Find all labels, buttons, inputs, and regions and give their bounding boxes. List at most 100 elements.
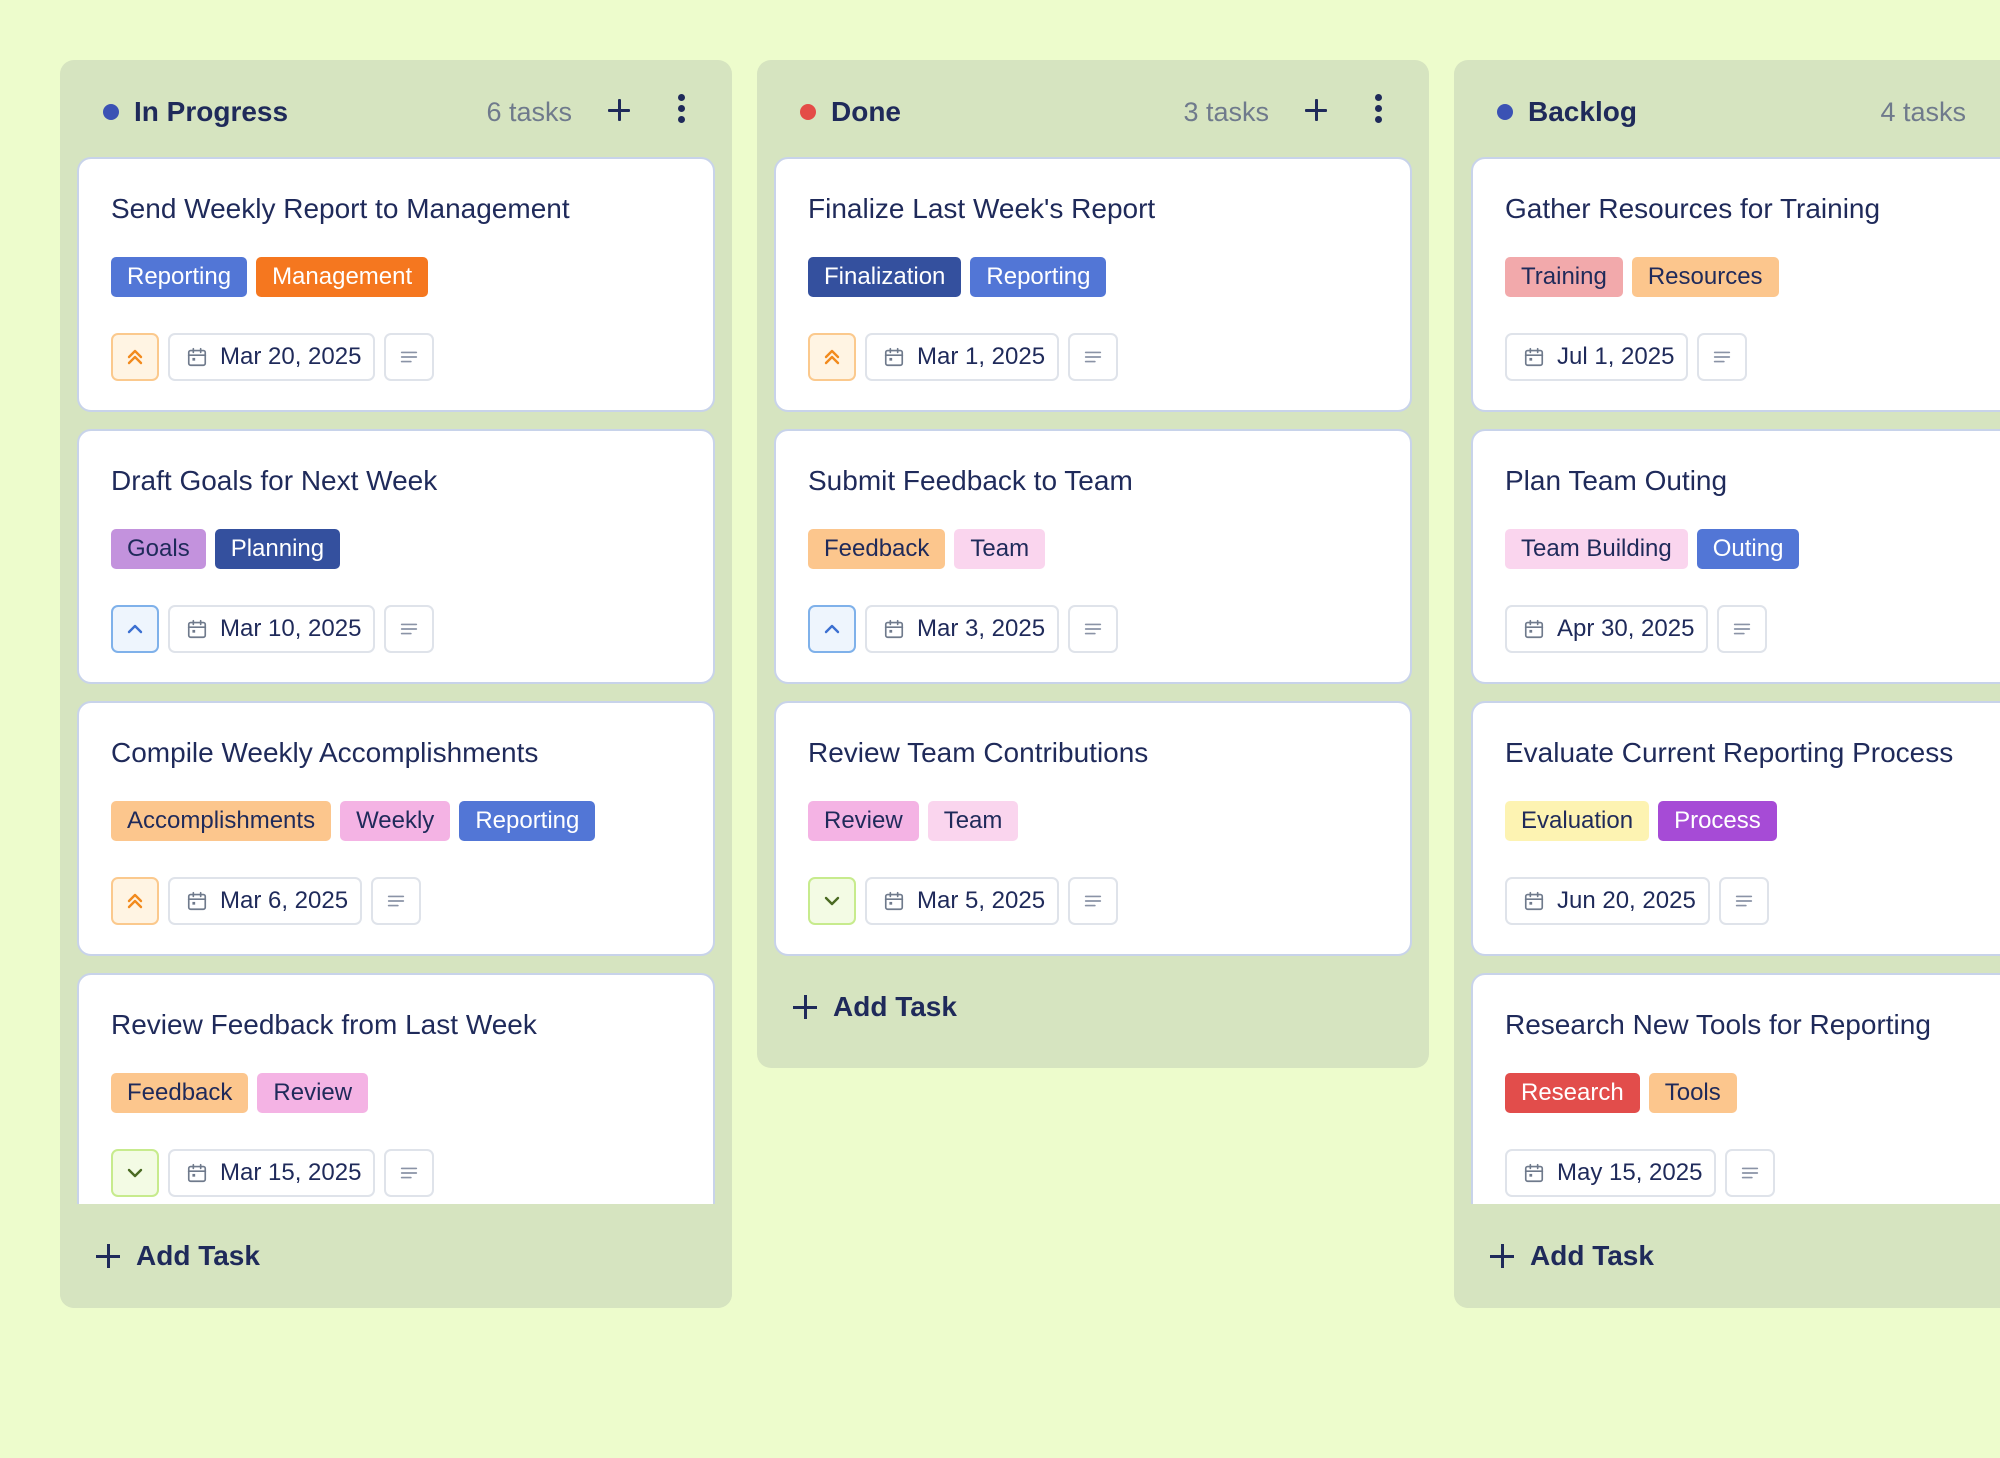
description-icon[interactable] bbox=[1068, 877, 1119, 925]
calendar-icon bbox=[883, 346, 905, 368]
description-icon[interactable] bbox=[1068, 333, 1119, 381]
task-card[interactable]: Plan Team Outing Team Building Outing Apr 3… bbox=[1471, 429, 2000, 684]
task-card[interactable]: Compile Weekly Accomplishments Accomplish… bbox=[77, 701, 715, 956]
due-date-text: Apr 30, 2025 bbox=[1557, 615, 1695, 642]
description-icon[interactable] bbox=[384, 605, 435, 653]
description-icon[interactable] bbox=[384, 1149, 435, 1197]
priority-high-icon[interactable] bbox=[808, 605, 856, 653]
task-card[interactable]: Submit Feedback to Team Feedback Team Mar 3… bbox=[774, 429, 1412, 684]
card-meta: Jul 1, 2025 bbox=[1505, 333, 1748, 381]
tag: Planning bbox=[214, 529, 341, 569]
tag-list: Review Team bbox=[808, 801, 1019, 841]
due-date[interactable]: Apr 30, 2025 bbox=[1505, 605, 1709, 653]
card-meta: Mar 15, 2025 bbox=[111, 1149, 435, 1197]
add-task-button[interactable]: Add Task bbox=[1490, 1231, 1654, 1281]
task-title: Draft Goals for Next Week bbox=[111, 465, 438, 496]
due-date[interactable]: Mar 5, 2025 bbox=[865, 877, 1060, 925]
due-date-text: May 15, 2025 bbox=[1557, 1159, 1703, 1186]
status-dot bbox=[800, 104, 816, 120]
add-icon[interactable] bbox=[598, 88, 638, 132]
calendar-icon bbox=[186, 618, 208, 640]
description-icon[interactable] bbox=[1068, 605, 1119, 653]
priority-urgent-icon[interactable] bbox=[111, 333, 159, 381]
tag: Team bbox=[954, 529, 1046, 569]
due-date[interactable]: Jun 20, 2025 bbox=[1505, 877, 1710, 925]
due-date[interactable]: Mar 1, 2025 bbox=[865, 333, 1060, 381]
card-meta: Mar 6, 2025 bbox=[111, 877, 422, 925]
tag-list: Feedback Review bbox=[111, 1073, 369, 1113]
task-card[interactable]: Send Weekly Report to Management Reportin… bbox=[77, 157, 715, 412]
description-icon[interactable] bbox=[1718, 877, 1769, 925]
column-header: Done 3 tasks bbox=[757, 60, 1429, 156]
tag: Outing bbox=[1696, 529, 1800, 569]
due-date[interactable]: May 15, 2025 bbox=[1505, 1149, 1717, 1197]
tag-list: Research Tools bbox=[1505, 1073, 1737, 1113]
due-date[interactable]: Mar 6, 2025 bbox=[168, 877, 363, 925]
tag: Reporting bbox=[459, 801, 596, 841]
priority-urgent-icon[interactable] bbox=[111, 877, 159, 925]
tag: Process bbox=[1658, 801, 1777, 841]
priority-high-icon[interactable] bbox=[111, 605, 159, 653]
due-date[interactable]: Mar 15, 2025 bbox=[168, 1149, 376, 1197]
due-date-text: Mar 10, 2025 bbox=[220, 615, 362, 642]
tag: Management bbox=[256, 257, 429, 297]
add-task-label: Add Task bbox=[833, 991, 957, 1022]
task-card[interactable]: Evaluate Current Reporting Process Evalua… bbox=[1471, 701, 2000, 956]
priority-low-icon[interactable] bbox=[808, 877, 856, 925]
due-date-text: Mar 3, 2025 bbox=[917, 615, 1046, 642]
priority-urgent-icon[interactable] bbox=[808, 333, 856, 381]
add-task-label: Add Task bbox=[1530, 1240, 1654, 1271]
more-options-icon[interactable] bbox=[666, 88, 696, 132]
description-icon[interactable] bbox=[384, 333, 435, 381]
due-date-text: Mar 6, 2025 bbox=[220, 887, 349, 914]
due-date[interactable]: Jul 1, 2025 bbox=[1505, 333, 1689, 381]
add-icon[interactable] bbox=[1295, 88, 1335, 132]
description-icon[interactable] bbox=[1725, 1149, 1776, 1197]
due-date[interactable]: Mar 10, 2025 bbox=[168, 605, 376, 653]
due-date-text: Jun 20, 2025 bbox=[1557, 887, 1696, 914]
description-icon[interactable] bbox=[371, 877, 422, 925]
column-done: Done 3 tasks Finalize Last Week's Report Fi… bbox=[757, 60, 1429, 1068]
status-dot bbox=[1497, 104, 1513, 120]
due-date[interactable]: Mar 3, 2025 bbox=[865, 605, 1060, 653]
card-meta: Mar 20, 2025 bbox=[111, 333, 435, 381]
task-title: Send Weekly Report to Management bbox=[111, 193, 570, 224]
tag: Review bbox=[257, 1073, 369, 1113]
task-card[interactable]: Gather Resources for Training Training Res… bbox=[1471, 157, 2000, 412]
task-card[interactable]: Review Team Contributions Review Team Mar 5… bbox=[774, 701, 1412, 956]
card-meta: Jun 20, 2025 bbox=[1505, 877, 1769, 925]
task-card[interactable]: Draft Goals for Next Week Goals Planning Ma… bbox=[77, 429, 715, 684]
tag-list: Evaluation Process bbox=[1505, 801, 1777, 841]
task-title: Review Team Contributions bbox=[808, 737, 1149, 768]
task-title: Research New Tools for Reporting bbox=[1505, 1009, 1931, 1040]
tag: Research bbox=[1505, 1073, 1640, 1113]
description-icon[interactable] bbox=[1717, 605, 1768, 653]
calendar-icon bbox=[1523, 346, 1545, 368]
priority-low-icon[interactable] bbox=[111, 1149, 159, 1197]
card-meta: Mar 10, 2025 bbox=[111, 605, 435, 653]
column-header: In Progress 6 tasks bbox=[60, 60, 732, 156]
tag: Training bbox=[1505, 257, 1623, 297]
column-header: Backlog 4 tasks bbox=[1454, 60, 2000, 156]
column-title: Done bbox=[831, 96, 901, 127]
column-footer: Add Task bbox=[1454, 1204, 2000, 1308]
task-count: 3 tasks bbox=[1183, 97, 1269, 127]
column-title: Backlog bbox=[1528, 96, 1637, 127]
add-task-button[interactable]: Add Task bbox=[793, 982, 957, 1032]
task-card[interactable]: Review Feedback from Last Week Feedback Re… bbox=[77, 973, 715, 1228]
due-date[interactable]: Mar 20, 2025 bbox=[168, 333, 376, 381]
column-in-progress: In Progress 6 tasks Send Weekly Report to … bbox=[60, 60, 732, 1308]
description-icon[interactable] bbox=[1697, 333, 1748, 381]
task-card[interactable]: Finalize Last Week's Report Finalization R… bbox=[774, 157, 1412, 412]
add-task-button[interactable]: Add Task bbox=[96, 1231, 260, 1281]
task-title: Evaluate Current Reporting Process bbox=[1505, 737, 1954, 768]
task-card[interactable]: Research New Tools for Reporting Research… bbox=[1471, 973, 2000, 1228]
task-count: 4 tasks bbox=[1880, 97, 1966, 127]
tag: Goals bbox=[111, 529, 206, 569]
due-date-text: Mar 15, 2025 bbox=[220, 1159, 362, 1186]
calendar-icon bbox=[186, 890, 208, 912]
more-options-icon[interactable] bbox=[1363, 88, 1393, 132]
due-date-text: Mar 5, 2025 bbox=[917, 887, 1046, 914]
due-date-text: Jul 1, 2025 bbox=[1557, 343, 1675, 370]
